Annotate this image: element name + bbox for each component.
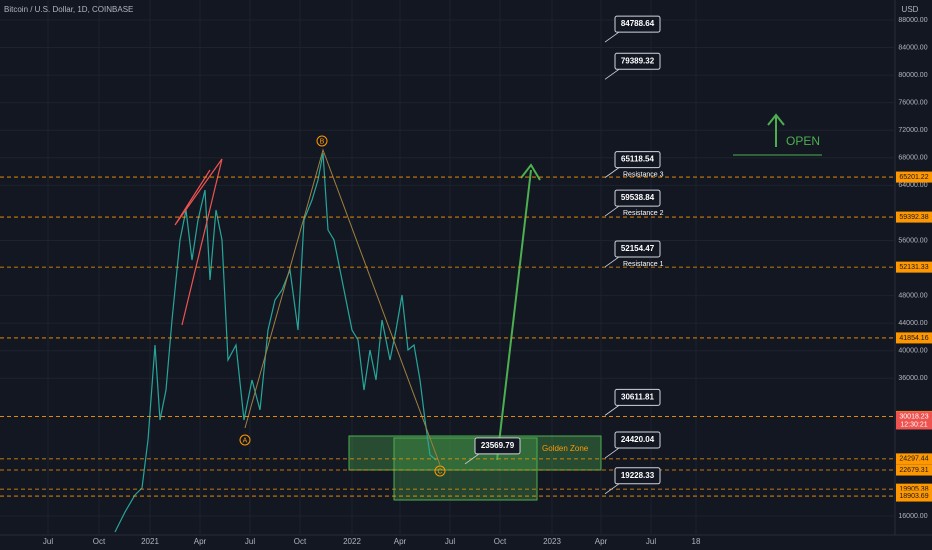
callout-pointer xyxy=(604,31,620,43)
wave-label: C xyxy=(437,468,442,475)
level-label: 18903.69 xyxy=(899,493,928,500)
callout-box xyxy=(614,240,661,258)
level-label: 41854.16 xyxy=(899,335,928,342)
price-tick-label: 44000.00 xyxy=(898,320,927,327)
time-tick-label: Oct xyxy=(494,537,507,546)
price-tick-label: 76000.00 xyxy=(898,100,927,107)
price-tick-label: 68000.00 xyxy=(898,155,927,162)
callout-label: 24420.04 xyxy=(621,435,655,444)
callout-label: 30611.81 xyxy=(621,392,654,401)
callout-pointer xyxy=(604,68,620,80)
time-tick-label: 18 xyxy=(692,537,701,546)
golden-zone-label: Golden Zone xyxy=(542,444,589,453)
wave-lines xyxy=(174,158,223,326)
callout-label: 65118.54 xyxy=(621,155,654,164)
price-path xyxy=(114,152,437,533)
callout-box xyxy=(614,467,661,485)
callout-box xyxy=(614,15,661,33)
level-tag xyxy=(896,464,932,476)
price-tick-label: 16000.00 xyxy=(898,513,927,520)
callout-pointer xyxy=(464,453,480,465)
chart-title: Bitcoin / U.S. Dollar, 1D, COINBASE xyxy=(4,5,133,14)
level-label: 24297.44 xyxy=(899,456,928,463)
callout-box xyxy=(474,437,521,455)
current-price-tag xyxy=(896,411,932,430)
callout-note: Resistance 1 xyxy=(623,261,664,268)
price-tick-label: 64000.00 xyxy=(898,182,927,189)
arrow-head xyxy=(520,163,541,181)
callout-label: 84788.64 xyxy=(621,19,655,28)
projection-arrow xyxy=(496,169,532,461)
price-tick-label: 56000.00 xyxy=(898,237,927,244)
price-tick-label: 48000.00 xyxy=(898,292,927,299)
time-tick-label: Jul xyxy=(245,537,255,546)
level-tag xyxy=(896,171,932,183)
level-label: 22679.31 xyxy=(899,467,928,474)
current-price: 30018.23 xyxy=(899,413,928,420)
callout-pointer xyxy=(604,167,620,178)
callout-label: 52154.47 xyxy=(621,244,655,253)
price-tick-label: 84000.00 xyxy=(898,44,927,51)
time-tick-label: 2023 xyxy=(543,537,561,546)
correction-lines xyxy=(244,148,441,466)
price-tick-label: 88000.00 xyxy=(898,17,927,24)
time-tick-label: 2021 xyxy=(141,537,159,546)
time-tick-label: Jul xyxy=(646,537,656,546)
callout-pointer xyxy=(604,447,620,459)
level-label: 65201.22 xyxy=(899,174,928,181)
level-tag xyxy=(896,490,932,502)
open-label: OPEN xyxy=(786,134,820,148)
wave-label: A xyxy=(243,437,248,444)
wave-marker xyxy=(434,465,446,477)
level-label: 19905.38 xyxy=(899,486,928,493)
time-tick-label: Apr xyxy=(595,537,608,546)
callout-box xyxy=(614,431,661,449)
level-label: 52131.33 xyxy=(899,264,928,271)
callout-pointer xyxy=(604,483,620,495)
callout-label: 79389.32 xyxy=(621,56,655,65)
level-tag xyxy=(896,211,932,223)
callout-box xyxy=(614,151,661,169)
time-tick-label: Oct xyxy=(93,537,106,546)
price-tick-label: 72000.00 xyxy=(898,127,927,134)
callout-box xyxy=(614,189,661,207)
callout-box xyxy=(614,52,661,70)
callout-note: Resistance 3 xyxy=(623,171,664,178)
open-arrow-head xyxy=(767,113,785,126)
time-tick-label: Apr xyxy=(394,537,407,546)
callout-note: Resistance 2 xyxy=(623,210,664,217)
price-tick-label: 40000.00 xyxy=(898,348,927,355)
callout-pointer xyxy=(604,405,620,416)
wave-marker xyxy=(316,135,328,147)
level-tag xyxy=(896,453,932,465)
time-tick-label: Oct xyxy=(294,537,307,546)
level-tag xyxy=(896,332,932,344)
callout-pointer xyxy=(604,205,620,217)
time-tick-label: 2022 xyxy=(343,537,361,546)
level-label: 59392.38 xyxy=(899,214,928,221)
callout-label: 23569.79 xyxy=(481,441,515,450)
time-tick-label: Jul xyxy=(43,537,53,546)
callout-box xyxy=(614,388,661,406)
time-tick-label: Apr xyxy=(194,537,207,546)
time-tick-label: Jul xyxy=(445,537,455,546)
countdown: 12:30:21 xyxy=(900,421,927,428)
callout-label: 59538.84 xyxy=(621,193,655,202)
price-tick-label: 36000.00 xyxy=(898,375,927,382)
wave-label: B xyxy=(320,138,325,145)
currency: USD xyxy=(902,5,919,14)
level-tag xyxy=(896,483,932,495)
price-tick-label: 80000.00 xyxy=(898,72,927,79)
wave-marker xyxy=(239,434,251,446)
level-tag xyxy=(896,261,932,273)
callout-label: 19228.33 xyxy=(621,471,655,480)
callout-pointer xyxy=(604,256,620,268)
